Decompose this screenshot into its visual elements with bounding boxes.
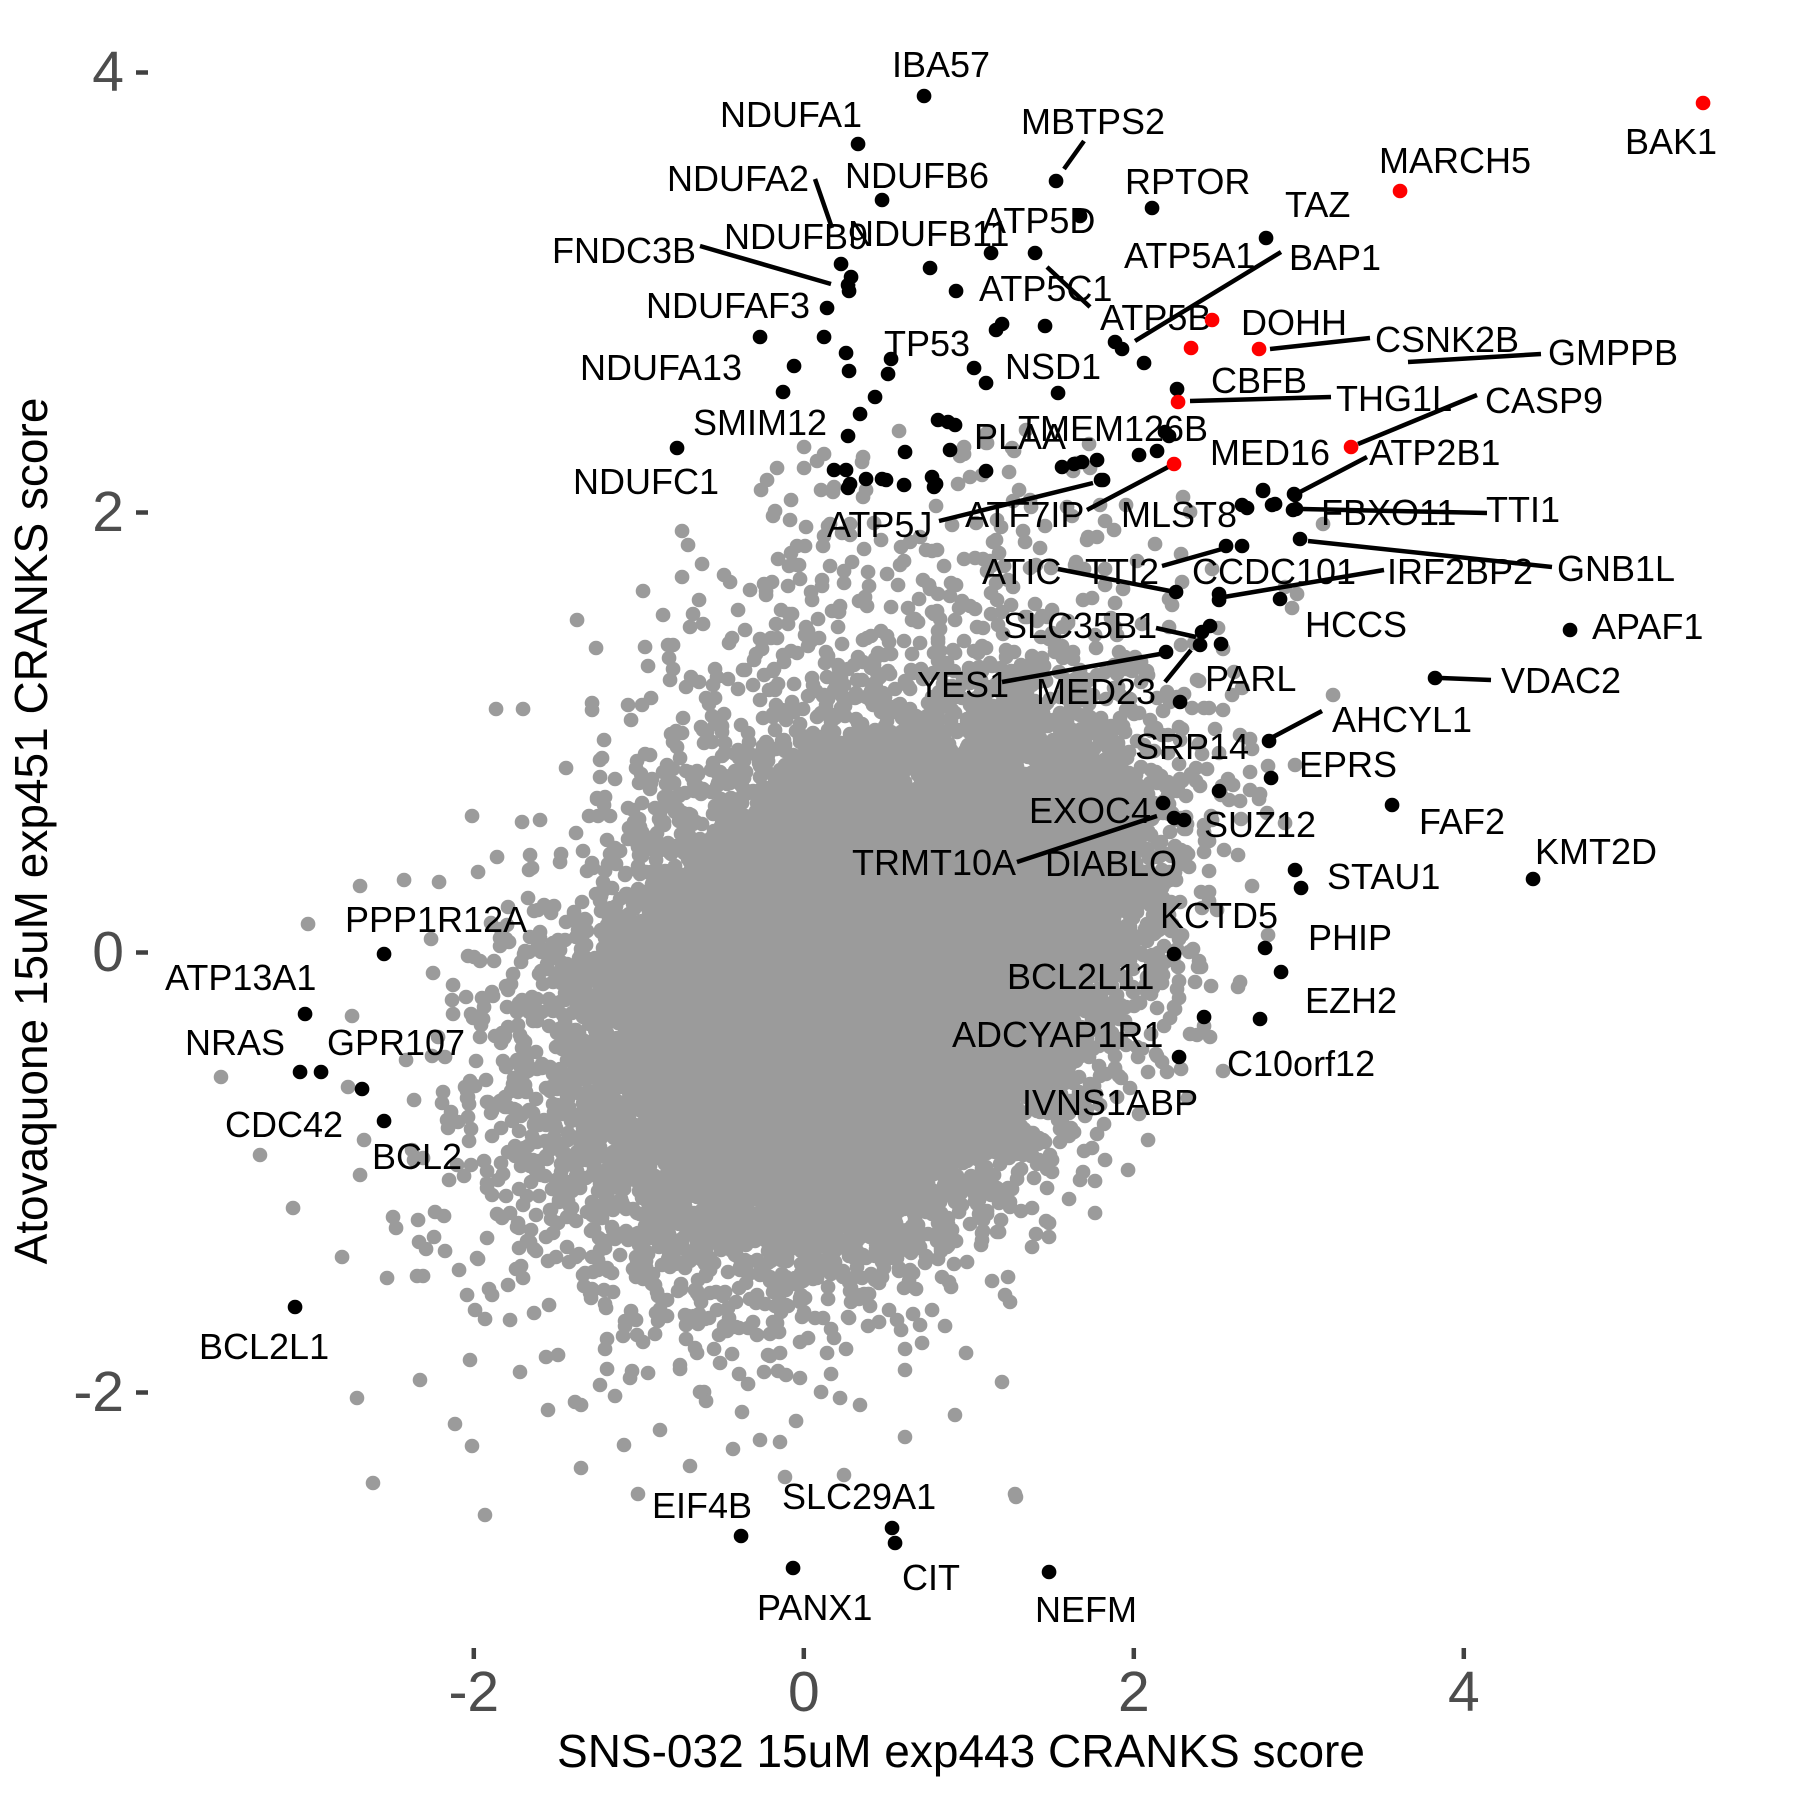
svg-text:PARL: PARL bbox=[1205, 658, 1296, 699]
svg-text:EIF4B: EIF4B bbox=[652, 1485, 752, 1526]
svg-text:NSD1: NSD1 bbox=[1005, 346, 1101, 387]
svg-text:TTI1: TTI1 bbox=[1486, 489, 1560, 530]
svg-text:MED23: MED23 bbox=[1036, 671, 1156, 712]
svg-text:NDUFB9: NDUFB9 bbox=[724, 216, 868, 257]
svg-text:STAU1: STAU1 bbox=[1327, 856, 1440, 897]
svg-text:ATP5C1: ATP5C1 bbox=[979, 268, 1112, 309]
svg-text:SRP14: SRP14 bbox=[1135, 726, 1249, 767]
svg-text:-2: -2 bbox=[448, 1660, 499, 1724]
svg-text:CBFB: CBFB bbox=[1211, 360, 1307, 401]
svg-text:KCTD5: KCTD5 bbox=[1160, 895, 1278, 936]
svg-text:SNS-032 15uM exp443 CRANKS sco: SNS-032 15uM exp443 CRANKS score bbox=[557, 1725, 1365, 1777]
svg-text:NDUFB11: NDUFB11 bbox=[848, 213, 1009, 254]
svg-text:NDUFB6: NDUFB6 bbox=[845, 155, 989, 196]
svg-text:NRAS: NRAS bbox=[185, 1022, 285, 1063]
svg-text:NEFM: NEFM bbox=[1035, 1589, 1137, 1630]
svg-text:CSNK2B: CSNK2B bbox=[1375, 319, 1519, 360]
svg-text:EZH2: EZH2 bbox=[1305, 980, 1397, 1021]
svg-text:GPR107: GPR107 bbox=[327, 1022, 465, 1063]
svg-text:0: 0 bbox=[788, 1660, 820, 1724]
svg-text:CASP9: CASP9 bbox=[1485, 380, 1603, 421]
svg-text:SUZ12: SUZ12 bbox=[1204, 804, 1316, 845]
svg-text:RPTOR: RPTOR bbox=[1125, 161, 1250, 202]
svg-text:0: 0 bbox=[92, 920, 124, 984]
svg-text:NDUFC1: NDUFC1 bbox=[573, 461, 719, 502]
svg-text:TMEM126B: TMEM126B bbox=[1018, 408, 1208, 449]
svg-text:FAF2: FAF2 bbox=[1419, 801, 1505, 842]
svg-text:DIABLO: DIABLO bbox=[1045, 843, 1177, 884]
svg-text:PLAA: PLAA bbox=[974, 416, 1066, 457]
svg-text:ATP5J: ATP5J bbox=[827, 504, 932, 545]
svg-text:BCL2L1: BCL2L1 bbox=[199, 1326, 329, 1367]
svg-text:AHCYL1: AHCYL1 bbox=[1332, 699, 1472, 740]
svg-text:ATP13A1: ATP13A1 bbox=[165, 957, 316, 998]
svg-text:YES1: YES1 bbox=[917, 664, 1009, 705]
svg-text:4: 4 bbox=[1448, 1660, 1480, 1724]
svg-text:CCDC101: CCDC101 bbox=[1192, 551, 1356, 592]
svg-text:4: 4 bbox=[92, 40, 124, 104]
svg-text:FNDC3B: FNDC3B bbox=[552, 230, 696, 271]
svg-text:NDUFAF3: NDUFAF3 bbox=[646, 285, 810, 326]
svg-text:MBTPS2: MBTPS2 bbox=[1021, 101, 1165, 142]
svg-text:ADCYAP1R1: ADCYAP1R1 bbox=[952, 1014, 1163, 1055]
svg-text:KMT2D: KMT2D bbox=[1535, 831, 1657, 872]
svg-text:-2: -2 bbox=[73, 1360, 124, 1424]
svg-text:GNB1L: GNB1L bbox=[1557, 548, 1675, 589]
svg-text:DOHH: DOHH bbox=[1241, 302, 1347, 343]
svg-text:GMPPB: GMPPB bbox=[1548, 332, 1678, 373]
svg-text:TRMT10A: TRMT10A bbox=[852, 842, 1016, 883]
svg-text:APAF1: APAF1 bbox=[1592, 606, 1703, 647]
svg-text:SMIM12: SMIM12 bbox=[693, 402, 827, 443]
svg-text:NDUFA2: NDUFA2 bbox=[667, 158, 809, 199]
svg-text:ATP2B1: ATP2B1 bbox=[1369, 432, 1500, 473]
svg-text:PHIP: PHIP bbox=[1308, 917, 1392, 958]
svg-text:EPRS: EPRS bbox=[1299, 744, 1397, 785]
svg-text:PPP1R12A: PPP1R12A bbox=[345, 899, 527, 940]
svg-text:C10orf12: C10orf12 bbox=[1227, 1043, 1375, 1084]
svg-text:2: 2 bbox=[1118, 1660, 1150, 1724]
svg-text:CIT: CIT bbox=[902, 1557, 960, 1598]
svg-text:SLC35B1: SLC35B1 bbox=[1003, 605, 1157, 646]
svg-text:VDAC2: VDAC2 bbox=[1501, 660, 1621, 701]
svg-text:BAK1: BAK1 bbox=[1625, 121, 1717, 162]
svg-text:IVNS1ABP: IVNS1ABP bbox=[1022, 1082, 1198, 1123]
svg-text:Atovaquone 15uM exp451 CRANKS: Atovaquone 15uM exp451 CRANKS score bbox=[5, 398, 57, 1265]
svg-text:HCCS: HCCS bbox=[1305, 604, 1407, 645]
svg-text:NDUFA13: NDUFA13 bbox=[580, 347, 742, 388]
svg-text:CDC42: CDC42 bbox=[225, 1104, 343, 1145]
svg-text:SLC29A1: SLC29A1 bbox=[782, 1476, 936, 1517]
svg-text:TP53: TP53 bbox=[884, 323, 970, 364]
svg-text:TAZ: TAZ bbox=[1285, 184, 1350, 225]
svg-text:2: 2 bbox=[92, 480, 124, 544]
svg-text:PANX1: PANX1 bbox=[757, 1587, 872, 1628]
svg-text:MARCH5: MARCH5 bbox=[1379, 140, 1531, 181]
svg-text:NDUFA1: NDUFA1 bbox=[720, 94, 862, 135]
svg-text:ATP5A1: ATP5A1 bbox=[1124, 235, 1255, 276]
svg-text:BCL2: BCL2 bbox=[372, 1136, 462, 1177]
svg-text:MLST8: MLST8 bbox=[1121, 494, 1237, 535]
svg-text:BCL2L11: BCL2L11 bbox=[1007, 956, 1154, 997]
svg-text:BAP1: BAP1 bbox=[1289, 237, 1381, 278]
svg-text:MED16: MED16 bbox=[1210, 432, 1330, 473]
svg-text:ATIC: ATIC bbox=[982, 551, 1061, 592]
svg-text:IBA57: IBA57 bbox=[892, 44, 990, 85]
